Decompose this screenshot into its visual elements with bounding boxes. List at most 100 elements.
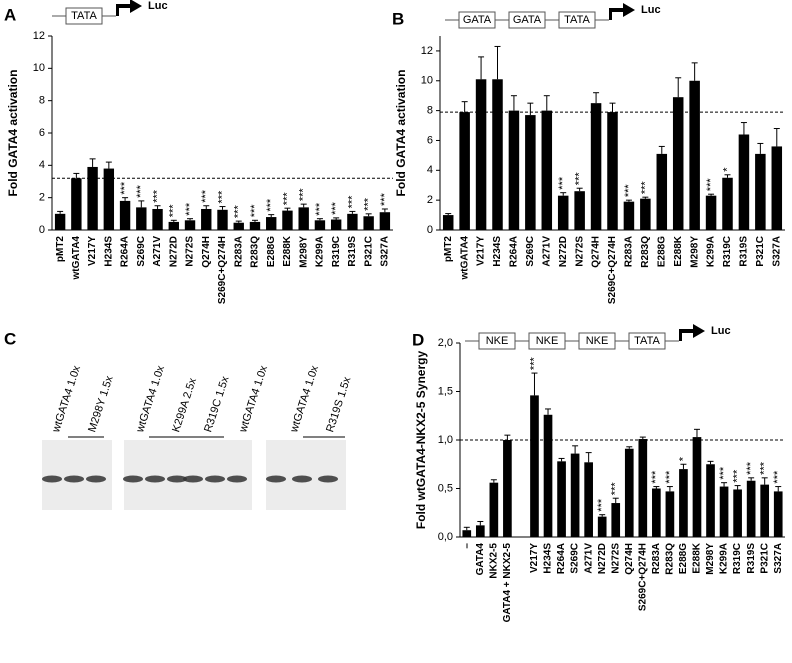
significance: *** (596, 498, 608, 512)
significance: *** (557, 176, 569, 190)
bar (530, 395, 539, 537)
blot-band (167, 475, 187, 483)
bar (54, 213, 66, 230)
construct-element: GATA (513, 14, 542, 26)
bar (266, 217, 277, 230)
bar (705, 195, 717, 230)
x-tick-label: R283Q (665, 543, 676, 575)
significance: *** (363, 197, 375, 211)
y-tick-label: 6 (427, 134, 433, 146)
significance: *** (745, 461, 757, 475)
y-tick-label: 4 (39, 159, 45, 171)
y-tick-label: 8 (39, 95, 45, 107)
construct-element: TATA (564, 14, 590, 26)
bar (692, 437, 702, 537)
lane-label: R319C 1.5x (202, 374, 232, 433)
bar (462, 530, 472, 537)
y-tick-label: 4 (427, 164, 433, 176)
y-tick-label: 0 (427, 224, 433, 236)
construct-element: NKE (536, 335, 559, 347)
bar (249, 221, 261, 230)
y-tick-label: 1,0 (438, 434, 453, 446)
y-axis-title: Fold wtGATA4-NKX2-5 Synergy (414, 351, 428, 530)
blot-strip (124, 440, 192, 510)
significance: *** (650, 470, 662, 484)
x-tick-label: A271V (152, 236, 163, 267)
x-tick-label: A271V (541, 236, 552, 267)
x-tick-label: S269C (525, 236, 536, 267)
significance: *** (119, 181, 131, 195)
y-tick-label: 1,5 (438, 385, 453, 397)
bar (679, 469, 688, 537)
significance: *** (772, 470, 784, 484)
blot-strip (266, 440, 346, 510)
x-tick-label: K299A (706, 236, 717, 267)
bar (525, 115, 536, 230)
bar (489, 482, 499, 537)
significance: *** (330, 201, 342, 215)
y-tick-label: 10 (421, 75, 433, 87)
x-tick-label: R264A (556, 543, 567, 574)
bar (119, 200, 131, 230)
bar (638, 439, 648, 537)
bar (475, 525, 485, 537)
bar (557, 461, 566, 537)
y-tick-label: 8 (427, 105, 433, 117)
x-tick-label: S327A (773, 543, 784, 574)
reporter: Luc (148, 0, 168, 12)
bar (722, 177, 733, 230)
y-tick-label: 12 (421, 45, 433, 57)
x-tick-label: wtGATA4 (459, 236, 470, 281)
x-tick-label: R319S (739, 236, 750, 267)
bar (330, 219, 342, 230)
x-tick-label: N272S (574, 236, 585, 267)
x-tick-label: Q274H (624, 543, 635, 575)
construct-element: NKE (586, 335, 609, 347)
y-tick-label: 12 (33, 30, 45, 42)
bar (201, 208, 212, 230)
bar (656, 153, 668, 230)
promoter-arrow (679, 324, 705, 341)
x-tick-label: H234S (543, 543, 554, 574)
x-tick-label: – (461, 543, 472, 549)
significance: *** (759, 461, 771, 475)
y-tick-label: 2 (427, 194, 433, 206)
bar (282, 210, 293, 230)
bar (733, 489, 742, 537)
significance: *** (639, 181, 651, 195)
x-tick-label: H234S (103, 236, 114, 267)
x-tick-label: R319C (331, 236, 342, 267)
significance: *** (200, 189, 212, 203)
y-axis-title: Fold GATA4 activation (394, 70, 408, 197)
bar (755, 153, 766, 230)
x-tick-label: E288K (673, 235, 684, 266)
significance: *** (346, 195, 358, 209)
bar (771, 146, 783, 230)
y-tick-label: 0 (39, 224, 45, 236)
y-tick-label: 6 (39, 127, 45, 139)
bar (706, 464, 715, 537)
blot-strip (186, 440, 252, 510)
blot-strip (42, 440, 112, 510)
bar (543, 414, 553, 537)
bar (590, 103, 602, 230)
bar (665, 491, 675, 537)
bar (475, 79, 487, 231)
bar (152, 208, 163, 230)
x-tick-label: E288G (266, 236, 277, 267)
x-tick-label: N272S (610, 543, 621, 574)
reporter: Luc (711, 325, 731, 337)
bar (541, 110, 553, 230)
significance: *** (732, 469, 744, 483)
significance: *** (298, 188, 310, 202)
significance: *** (135, 184, 147, 198)
bar (557, 195, 569, 230)
x-tick-label: R319S (746, 543, 757, 574)
x-tick-label: K299A (315, 236, 326, 267)
bar (168, 221, 179, 230)
promoter-arrow (116, 0, 142, 16)
bar (738, 134, 750, 230)
x-tick-label: E288G (656, 236, 667, 267)
x-tick-label: NKX2-5 (488, 543, 499, 579)
x-tick-label: P321C (755, 236, 766, 267)
